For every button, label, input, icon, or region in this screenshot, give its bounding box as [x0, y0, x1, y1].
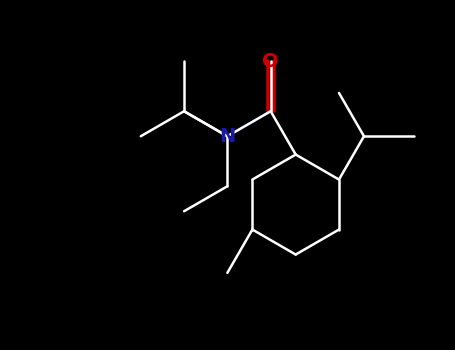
Text: N: N	[219, 127, 236, 146]
Text: O: O	[263, 52, 279, 71]
